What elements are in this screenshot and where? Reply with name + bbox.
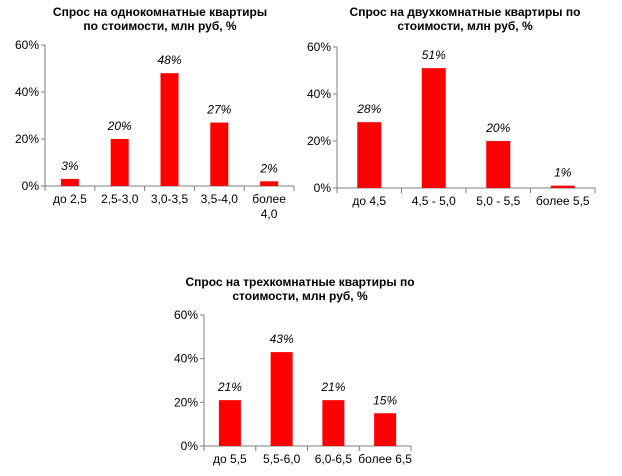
bar <box>218 400 241 446</box>
chart-title: Спрос на однокомнатные квартиры <box>53 5 267 19</box>
chart-title: по стоимости, млн руб, % <box>83 19 237 33</box>
chart-title: Спрос на двухкомнатные квартиры по <box>350 5 581 19</box>
bar <box>486 141 511 188</box>
y-tick-label: 40% <box>174 352 198 366</box>
data-label: 51% <box>422 48 446 62</box>
category-label: 5,0 - 5,5 <box>476 194 520 208</box>
data-label: 15% <box>373 393 397 407</box>
data-label: 1% <box>554 166 572 180</box>
data-label: 43% <box>270 332 294 346</box>
y-tick-label: 0% <box>181 439 199 453</box>
bar <box>322 400 345 446</box>
bar <box>60 178 79 186</box>
y-tick-label: 0% <box>314 181 332 195</box>
y-tick-label: 40% <box>15 85 39 99</box>
category-label: 5,5-6,0 <box>263 452 301 466</box>
y-tick-label: 60% <box>307 40 331 54</box>
chart-3: Спрос на трехкомнатные квартиры постоимо… <box>174 275 415 466</box>
data-label: 21% <box>320 380 345 394</box>
chart-2: Спрос на двухкомнатные квартиры постоимо… <box>307 5 596 208</box>
chart-title: стоимости, млн руб, % <box>397 19 533 33</box>
bar <box>550 185 575 188</box>
bar <box>357 122 382 188</box>
category-label: до 4,5 <box>352 194 386 208</box>
category-label: более 6,5 <box>358 452 412 466</box>
y-tick-label: 60% <box>15 38 39 52</box>
bar <box>160 73 179 186</box>
data-label: 20% <box>485 121 510 135</box>
chart-title: Спрос на трехкомнатные квартиры по <box>185 275 414 289</box>
category-label: 4,0 <box>261 207 278 221</box>
bar <box>110 139 129 186</box>
data-label: 20% <box>107 119 132 133</box>
category-label: до 5,5 <box>213 452 247 466</box>
category-label: до 2,5 <box>53 192 87 206</box>
y-tick-label: 0% <box>22 179 40 193</box>
category-label: 3,0-3,5 <box>151 192 189 206</box>
category-label: более 5,5 <box>536 194 590 208</box>
data-label: 2% <box>259 161 278 175</box>
category-label: более <box>252 192 286 206</box>
data-label: 27% <box>206 103 231 117</box>
data-label: 3% <box>61 159 79 173</box>
bar <box>260 181 279 186</box>
y-tick-label: 40% <box>307 87 331 101</box>
bar <box>374 413 397 446</box>
data-label: 28% <box>356 102 381 116</box>
data-label: 21% <box>217 380 242 394</box>
y-tick-label: 20% <box>307 134 331 148</box>
bar <box>210 122 229 186</box>
y-tick-label: 20% <box>15 132 39 146</box>
bar <box>270 352 293 446</box>
y-tick-label: 60% <box>174 308 198 322</box>
y-tick-label: 20% <box>174 395 198 409</box>
category-label: 3,5-4,0 <box>201 192 239 206</box>
category-label: 2,5-3,0 <box>101 192 139 206</box>
bar <box>421 68 446 188</box>
chart-title: стоимости, млн руб, % <box>232 289 368 303</box>
category-label: 6,0-6,5 <box>315 452 353 466</box>
data-label: 48% <box>157 53 181 67</box>
category-label: 4,5 - 5,0 <box>412 194 456 208</box>
